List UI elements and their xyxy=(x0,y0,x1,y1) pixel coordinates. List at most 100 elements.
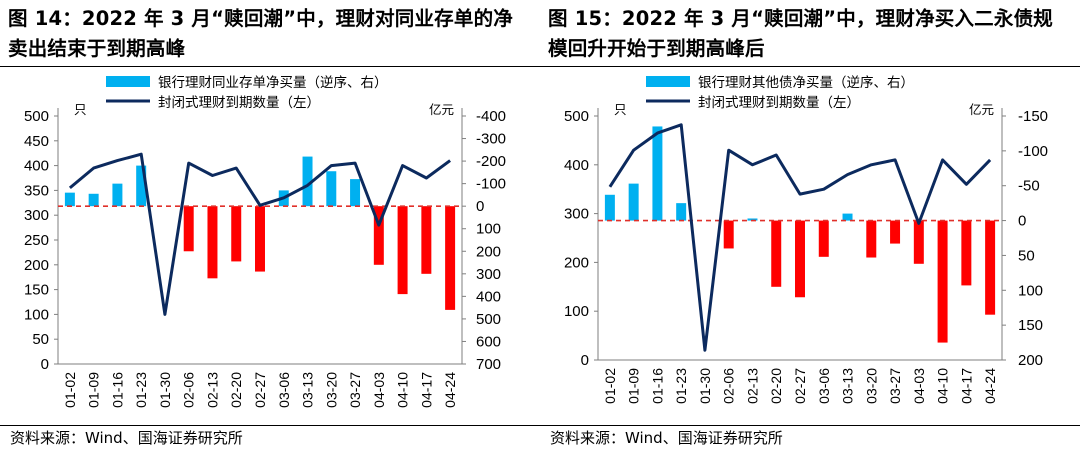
right-tick-label: 0 xyxy=(1018,213,1026,230)
line-series xyxy=(608,123,992,352)
x-tick-label: 03-13 xyxy=(840,368,856,404)
bar xyxy=(350,179,361,207)
bar xyxy=(136,165,147,207)
legend-bar-swatch xyxy=(106,76,150,87)
x-tick-label: 03-20 xyxy=(323,372,339,408)
chart-title: 图 15：2022 年 3 月“赎回潮”中，理财净买入二永债规模回升开始于到期高… xyxy=(548,7,1053,60)
left-tick-label: 150 xyxy=(24,282,49,299)
left-axis-unit: 只 xyxy=(614,102,627,117)
left-axis-unit: 只 xyxy=(74,102,87,117)
bar xyxy=(985,220,996,315)
left-tick-label: 350 xyxy=(24,182,49,199)
right-tick-label: 50 xyxy=(1018,247,1035,264)
bar xyxy=(628,183,639,221)
bar xyxy=(421,206,432,274)
bar xyxy=(795,220,805,298)
x-tick-label: 02-13 xyxy=(744,368,760,404)
left-tick-label: 200 xyxy=(564,254,589,271)
x-tick-label: 01-02 xyxy=(602,368,618,404)
legend-bar-label: 银行理财其他债净买量（逆序、右） xyxy=(698,75,914,91)
right-tick-label: -100 xyxy=(1018,143,1048,160)
x-tick-label: 04-10 xyxy=(935,368,951,404)
right-tick-label: -300 xyxy=(476,131,506,148)
left-tick-label: 0 xyxy=(581,352,589,369)
bar xyxy=(866,220,877,258)
right-tick-label: -400 xyxy=(476,108,506,125)
bar xyxy=(445,206,456,310)
bar xyxy=(207,206,218,279)
chart-panel-left: 图 14：2022 年 3 月“赎回潮”中，理财对同业存单的净卖出结束于到期高峰… xyxy=(0,7,540,447)
bar xyxy=(302,156,313,207)
bar xyxy=(676,203,687,221)
legend-bar-label: 银行理财同业存单净买量（逆序、右） xyxy=(158,75,388,91)
right-axis-unit: 亿元 xyxy=(969,102,994,117)
bar xyxy=(326,171,337,207)
legend-line-label: 封闭式理财到期数量（左） xyxy=(698,95,860,111)
right-tick-label: 600 xyxy=(476,333,501,350)
bar xyxy=(112,183,123,207)
bar xyxy=(231,206,242,262)
left-tick-label: 100 xyxy=(564,303,589,320)
divider-top xyxy=(540,66,1080,67)
bar xyxy=(64,192,75,207)
left-tick-label: 500 xyxy=(564,108,589,125)
x-tick-label: 04-24 xyxy=(982,368,998,404)
right-tick-label: 700 xyxy=(476,356,501,373)
x-tick-label: 01-30 xyxy=(157,372,173,408)
bar xyxy=(88,193,99,207)
right-tick-label: 100 xyxy=(1018,282,1043,299)
x-tick-label: 03-13 xyxy=(300,372,316,408)
x-tick-label: 04-17 xyxy=(958,368,974,404)
chart-area: 0 100 200 300 400 500 -150 -100 -50 0 50 100 150 200 只… xyxy=(564,75,1048,404)
right-tick-label: -50 xyxy=(1018,178,1040,195)
x-tick-label: 03-27 xyxy=(887,368,903,404)
chart-area: 0 50 100 150 200 250 300 350 400 450 500 -400 -300 -2… xyxy=(24,75,506,408)
x-tick-label: 04-03 xyxy=(911,368,927,404)
right-tick-label: -150 xyxy=(1018,108,1048,125)
x-tick-label: 04-10 xyxy=(395,372,411,408)
x-tick-label: 03-20 xyxy=(863,368,879,404)
left-tick-label: 400 xyxy=(564,157,589,174)
bar xyxy=(842,213,853,221)
left-tick-label: 100 xyxy=(24,306,49,323)
bar xyxy=(397,206,408,295)
bar xyxy=(818,220,829,257)
legend-bar-swatch xyxy=(646,76,690,87)
chart-panel-right: 图 15：2022 年 3 月“赎回潮”中，理财净买入二永债规模回升开始于到期高… xyxy=(540,0,1080,452)
right-tick-label: 300 xyxy=(476,266,501,283)
x-tick-label: 02-06 xyxy=(721,368,737,404)
right-tick-label: 0 xyxy=(476,198,484,215)
right-axis-unit: 亿元 xyxy=(429,102,454,117)
left-tick-label: 0 xyxy=(41,356,49,373)
x-tick-label: 01-16 xyxy=(649,368,665,404)
bar xyxy=(255,206,265,272)
x-tick-label: 02-13 xyxy=(204,372,220,408)
bar xyxy=(937,220,948,343)
x-tick-label: 04-03 xyxy=(371,372,387,408)
bar xyxy=(890,220,901,244)
left-tick-label: 450 xyxy=(24,133,49,150)
divider-bottom xyxy=(540,425,1080,426)
x-tick-label: 02-20 xyxy=(768,368,784,404)
x-tick-label: 01-23 xyxy=(673,368,689,404)
x-tick-label: 04-24 xyxy=(442,372,458,408)
bar xyxy=(771,220,782,287)
left-tick-label: 50 xyxy=(32,331,49,348)
x-tick-label: 01-09 xyxy=(86,372,102,408)
bar xyxy=(652,126,663,221)
legend-line-label: 封闭式理财到期数量（左） xyxy=(158,95,320,111)
left-tick-label: 200 xyxy=(24,257,49,274)
bar xyxy=(373,206,384,265)
source-note: 资料来源：Wind、国海证券研究所 xyxy=(550,429,783,447)
line-series xyxy=(68,152,451,316)
x-tick-label: 04-17 xyxy=(418,372,434,408)
x-tick-label: 02-27 xyxy=(792,368,808,404)
left-tick-label: 250 xyxy=(24,232,49,249)
x-tick-label: 01-23 xyxy=(133,372,149,408)
right-tick-label: 200 xyxy=(1018,352,1043,369)
x-tick-label: 03-06 xyxy=(816,368,832,404)
left-tick-label: 500 xyxy=(24,108,49,125)
x-tick-label: 03-27 xyxy=(347,372,363,408)
x-tick-label: 02-27 xyxy=(252,372,268,408)
left-tick-label: 400 xyxy=(24,158,49,175)
